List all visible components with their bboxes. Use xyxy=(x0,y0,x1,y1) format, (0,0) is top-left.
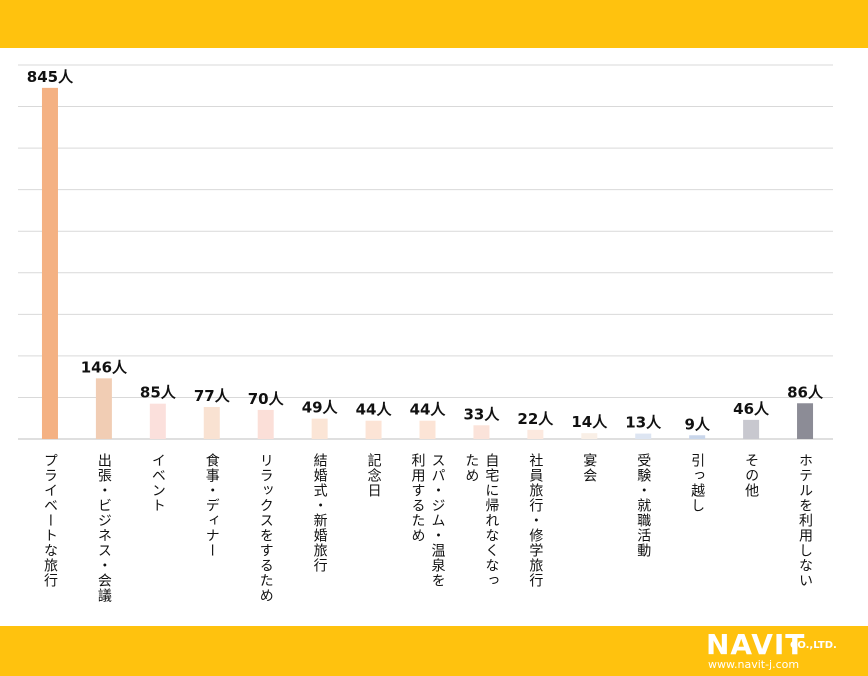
value-label: 14人 xyxy=(571,413,608,431)
logo-url: www.navit-j.com xyxy=(708,658,800,671)
bar xyxy=(473,425,490,439)
category-label: ホテルを利用しない xyxy=(797,453,813,588)
category-label: 自宅に帰れなくなっ xyxy=(483,453,499,588)
category-label: 宴会 xyxy=(581,452,597,483)
header-band xyxy=(0,0,868,48)
bar xyxy=(635,433,652,439)
value-label: 85人 xyxy=(140,384,177,402)
bar xyxy=(581,433,598,439)
bar xyxy=(419,420,436,439)
category-label: スパ・ジム・温泉を xyxy=(430,453,446,588)
bar xyxy=(311,418,328,439)
bar xyxy=(797,403,814,439)
value-label: 70人 xyxy=(248,390,285,408)
bar xyxy=(527,429,544,439)
value-label: 44人 xyxy=(356,401,393,419)
bar-chart: 845人 146人 85人 77人 70人 49人 44人 44人 33人 22人 14人 13人 9人… xyxy=(18,64,833,603)
category-label: ため xyxy=(463,453,479,483)
bar xyxy=(689,435,706,439)
value-label: 44人 xyxy=(410,401,447,419)
category-label: 引っ越し xyxy=(689,453,705,513)
value-label: 49人 xyxy=(302,399,339,417)
category-label: 出張・ビジネス・会議 xyxy=(96,453,112,603)
logo-brand: NAVIT xyxy=(706,628,806,661)
value-label: 13人 xyxy=(625,414,662,432)
category-label: その他 xyxy=(743,453,759,498)
company-logo: NAVIT CO.,LTD. www.navit-j.com xyxy=(706,630,846,672)
category-label: 受験・就職活動 xyxy=(635,453,651,558)
bar xyxy=(203,407,220,439)
category-label: 結婚式・新婚旅行 xyxy=(312,453,328,573)
category-label: 社員旅行・修学旅行 xyxy=(527,453,543,588)
bar xyxy=(365,420,382,439)
category-label: リラックスをするため xyxy=(258,453,274,603)
value-label: 86人 xyxy=(787,383,824,401)
logo-company-suffix: CO.,LTD. xyxy=(790,640,837,651)
category-label: 記念日 xyxy=(366,452,382,498)
bar xyxy=(149,403,166,439)
category-label: イベント xyxy=(150,453,166,513)
value-label: 77人 xyxy=(194,387,231,405)
bar xyxy=(257,409,274,439)
value-label: 46人 xyxy=(733,400,770,418)
bar xyxy=(95,378,112,439)
value-label: 845人 xyxy=(27,68,74,86)
footer-band xyxy=(0,626,868,676)
category-label: 利用するため xyxy=(410,453,426,543)
bar xyxy=(743,419,760,439)
value-label: 9人 xyxy=(684,415,710,433)
category-label: 食事・ディナー xyxy=(204,452,220,558)
bar xyxy=(41,87,58,439)
value-label: 33人 xyxy=(463,405,500,423)
value-label: 146人 xyxy=(81,358,128,376)
value-label: 22人 xyxy=(517,410,554,428)
category-label: プライベートな旅行 xyxy=(42,453,58,588)
